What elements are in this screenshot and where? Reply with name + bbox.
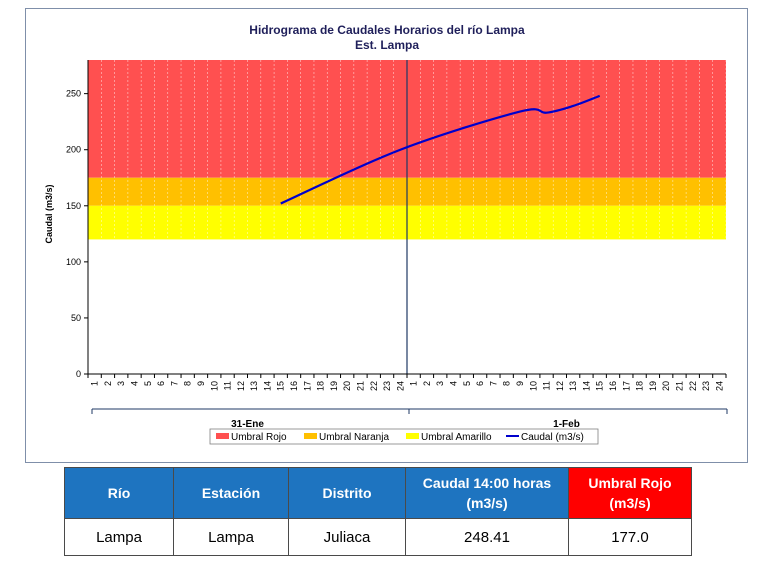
station-info-table: Río Estación Distrito Caudal 14:00 horas…: [64, 467, 692, 556]
x-tick-label: 7: [488, 381, 498, 386]
x-tick-label: 20: [661, 381, 671, 391]
header-umbral-rojo: Umbral Rojo (m3/s): [568, 467, 692, 519]
y-tick-label: 50: [71, 313, 81, 323]
x-tick-label: 13: [249, 381, 259, 391]
chart-frame: Hidrograma de Caudales Horarios del río …: [25, 8, 748, 463]
x-tick-label: 12: [236, 381, 246, 391]
header-distrito: Distrito: [288, 467, 406, 519]
x-tick-label: 4: [449, 381, 459, 386]
x-tick-label: 6: [475, 381, 485, 386]
x-tick-label: 23: [382, 381, 392, 391]
cell-estacion: Lampa: [173, 518, 289, 556]
x-tick-label: 19: [648, 381, 658, 391]
cell-umbral-rojo: 177.0: [568, 518, 692, 556]
legend-item: Umbral Rojo: [231, 432, 287, 443]
header-rio: Río: [64, 467, 174, 519]
x-tick-label: 13: [568, 381, 578, 391]
y-tick-label: 0: [76, 369, 81, 379]
x-tick-label: 21: [355, 381, 365, 391]
x-tick-label: 3: [435, 381, 445, 386]
table-header-row: Río Estación Distrito Caudal 14:00 horas…: [64, 467, 692, 519]
x-tick-label: 10: [528, 381, 538, 391]
x-tick-label: 18: [635, 381, 645, 391]
x-tick-label: 3: [116, 381, 126, 386]
y-tick-label: 100: [66, 257, 81, 267]
cell-rio: Lampa: [64, 518, 174, 556]
day-label: 31-Ene: [231, 419, 264, 430]
x-tick-label: 14: [262, 381, 272, 391]
y-tick-label: 250: [66, 89, 81, 99]
x-tick-label: 1: [90, 381, 100, 386]
cell-distrito: Juliaca: [288, 518, 406, 556]
x-tick-label: 10: [209, 381, 219, 391]
x-tick-label: 2: [422, 381, 432, 386]
x-tick-label: 19: [329, 381, 339, 391]
legend-item: Umbral Amarillo: [421, 432, 492, 443]
x-tick-label: 17: [621, 381, 631, 391]
chart-subtitle: Est. Lampa: [355, 38, 419, 52]
x-tick-label: 7: [169, 381, 179, 386]
x-tick-label: 18: [316, 381, 326, 391]
x-tick-label: 17: [302, 381, 312, 391]
x-tick-label: 21: [674, 381, 684, 391]
x-tick-label: 9: [515, 381, 525, 386]
series-line-caudal: [280, 94, 601, 205]
x-tick-label: 24: [395, 381, 405, 391]
x-tick-label: 16: [608, 381, 618, 391]
x-tick-label: 8: [502, 381, 512, 386]
x-tick-label: 24: [714, 381, 724, 391]
x-tick-label: 14: [581, 381, 591, 391]
x-tick-label: 5: [143, 381, 153, 386]
x-tick-label: 4: [130, 381, 140, 386]
chart-legend: Umbral Rojo Umbral Naranja Umbral Amarillo…: [209, 428, 599, 445]
x-tick-label: 6: [156, 381, 166, 386]
legend-swatch: [304, 433, 317, 439]
x-tick-label: 9: [196, 381, 206, 386]
x-tick-label: 1: [409, 381, 419, 386]
legend-box: [209, 428, 599, 445]
header-estacion: Estación: [173, 467, 289, 519]
legend-swatch: [216, 433, 229, 439]
x-tick-label: 11: [223, 381, 233, 390]
legend-item: Umbral Naranja: [319, 432, 389, 443]
x-tick-label: 22: [688, 381, 698, 391]
hydrograph-chart: Hidrograma de Caudales Horarios del río …: [44, 23, 728, 445]
x-tick-label: 12: [555, 381, 565, 391]
x-tick-label: 11: [542, 381, 552, 390]
y-tick-label: 200: [66, 145, 81, 155]
chart-title: Hidrograma de Caudales Horarios del río …: [249, 23, 525, 37]
legend-swatch: [406, 433, 419, 439]
x-tick-label: 23: [701, 381, 711, 391]
x-tick-label: 22: [369, 381, 379, 391]
y-axis-label: Caudal (m3/s): [44, 184, 54, 243]
y-tick-label: 150: [66, 201, 81, 211]
legend-item: Caudal (m3/s): [521, 432, 584, 443]
x-tick-label: 15: [595, 381, 605, 391]
x-tick-label: 5: [462, 381, 472, 386]
x-tick-label: 16: [289, 381, 299, 391]
x-tick-label: 20: [342, 381, 352, 391]
day-label: 1-Feb: [553, 419, 580, 430]
table-row: Lampa Lampa Juliaca 248.41 177.0: [64, 518, 692, 556]
x-tick-label: 8: [183, 381, 193, 386]
header-caudal: Caudal 14:00 horas (m3/s): [405, 467, 569, 519]
cell-caudal: 248.41: [405, 518, 569, 556]
x-tick-label: 15: [276, 381, 286, 391]
x-tick-label: 2: [103, 381, 113, 386]
